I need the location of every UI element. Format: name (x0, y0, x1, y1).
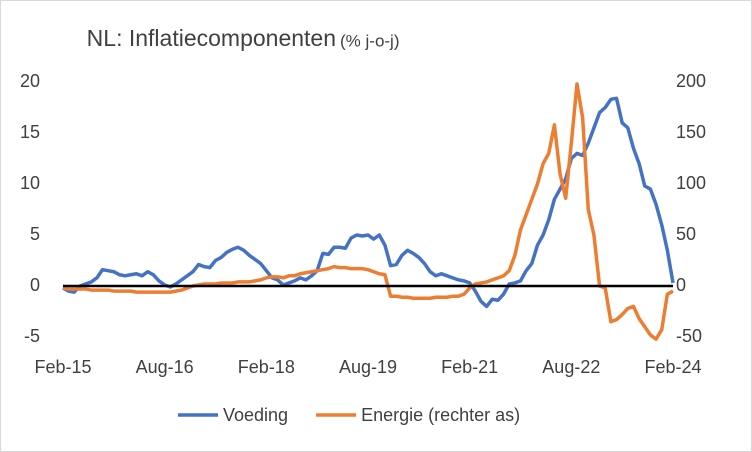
chart-title: NL: Inflatiecomponenten (87, 25, 336, 51)
y-tick-label: 5 (30, 224, 40, 244)
chart-subtitle: (% j-o-j) (340, 31, 400, 50)
x-tick-label: Feb-15 (34, 357, 91, 377)
x-tick-label: Feb-24 (644, 357, 701, 377)
legend-label: Voeding (223, 405, 288, 425)
legend-label: Energie (rechter as) (361, 405, 520, 425)
x-tick-label: Aug-22 (542, 357, 600, 377)
x-tick-label: Aug-19 (339, 357, 397, 377)
y2-tick-label: 50 (676, 224, 696, 244)
y-tick-label: 0 (30, 275, 40, 295)
x-tick-label: Feb-21 (441, 357, 498, 377)
x-tick-label: Aug-16 (136, 357, 194, 377)
y2-tick-label: 200 (676, 71, 706, 91)
y-tick-label: 10 (20, 173, 40, 193)
y2-tick-label: 0 (676, 275, 686, 295)
y2-tick-label: 150 (676, 122, 706, 142)
y2-tick-label: 100 (676, 173, 706, 193)
y2-tick-label: -50 (676, 326, 702, 346)
x-tick-label: Feb-18 (238, 357, 295, 377)
y-tick-label: -5 (24, 326, 40, 346)
y-tick-label: 15 (20, 122, 40, 142)
line-series (62, 82, 674, 341)
y-tick-label: 20 (20, 71, 40, 91)
